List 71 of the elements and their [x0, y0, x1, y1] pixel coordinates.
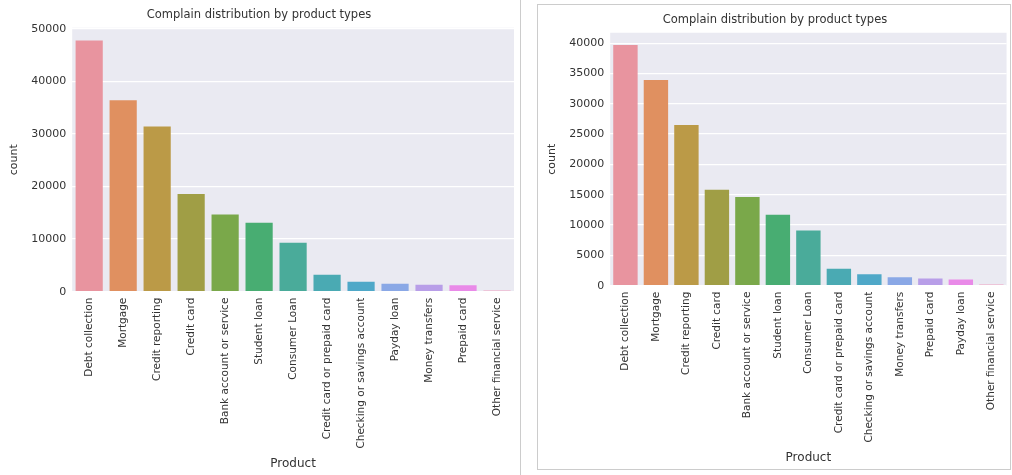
x-tick-label: Bank account or service [740, 291, 753, 419]
bar [735, 197, 760, 286]
x-tick-label: Student loan [770, 291, 783, 359]
bar [826, 268, 852, 286]
x-tick-label: Credit card or prepaid card [319, 297, 332, 440]
x-tick-label: Prepaid card [455, 297, 468, 364]
y-tick-label: 0 [59, 284, 67, 298]
x-tick-label: Other financial service [984, 291, 997, 411]
y-tick-label: 20000 [569, 157, 605, 171]
bar [643, 80, 669, 286]
y-tick-label: 35000 [569, 66, 605, 80]
x-tick-label: Credit reporting [679, 291, 692, 375]
x-tick-label: Checking or savings account [353, 297, 366, 449]
x-tick-label: Student loan [251, 297, 264, 365]
bar [765, 214, 791, 286]
bar [674, 124, 699, 286]
bar [381, 283, 409, 292]
y-tick-label: 10000 [569, 217, 605, 231]
chart-title: Complain distribution by product types [662, 11, 888, 26]
y-tick-label: 50000 [31, 21, 67, 35]
bar [143, 126, 171, 292]
x-tick-label: Payday loan [387, 297, 400, 362]
x-tick-label: Credit reporting [149, 297, 162, 381]
x-tick-label: Mortgage [648, 291, 661, 342]
bar [177, 193, 205, 292]
x-tick-label: Debt collection [618, 291, 631, 371]
bar [948, 279, 974, 286]
x-tick-label: Bank account or service [217, 297, 230, 425]
y-tick-label: 0 [597, 278, 605, 292]
bar [279, 242, 307, 292]
y-axis-title: count [7, 143, 21, 176]
x-tick-label: Prepaid card [923, 291, 936, 358]
y-tick-label: 5000 [576, 248, 605, 262]
bar [613, 44, 638, 286]
x-tick-label: Consumer Loan [801, 291, 814, 374]
bar [109, 100, 137, 292]
bar [211, 214, 239, 292]
x-tick-label: Checking or savings account [862, 291, 875, 443]
bar [796, 230, 821, 286]
x-tick-label: Credit card [183, 297, 196, 356]
bar [449, 285, 477, 292]
x-tick-label: Mortgage [115, 297, 128, 348]
x-tick-label: Payday loan [953, 291, 966, 356]
bar [347, 281, 375, 292]
x-axis-title: Product [270, 455, 317, 470]
bar [704, 189, 730, 286]
x-tick-label: Money transfers [421, 297, 434, 383]
x-tick-label: Debt collection [81, 297, 94, 377]
x-tick-label: Credit card or prepaid card [831, 291, 844, 434]
bar [857, 274, 882, 286]
y-axis-title: count [545, 143, 559, 175]
y-tick-label: 30000 [569, 96, 605, 110]
x-axis-title: Product [785, 449, 832, 464]
bar [415, 284, 443, 292]
y-tick-label: 25000 [569, 126, 605, 140]
y-tick-label: 40000 [31, 74, 67, 88]
bar [313, 274, 341, 292]
x-tick-label: Other financial service [489, 297, 502, 417]
x-tick-label: Credit card [709, 291, 722, 350]
bar [887, 277, 913, 286]
y-tick-label: 10000 [31, 231, 67, 245]
chart-title: Complain distribution by product types [146, 6, 372, 21]
bar [75, 40, 103, 292]
bar [918, 278, 943, 286]
x-tick-label: Money transfers [892, 291, 905, 377]
y-tick-label: 30000 [31, 126, 67, 140]
x-tick-label: Consumer Loan [285, 297, 298, 380]
bar [245, 222, 273, 292]
y-tick-label: 15000 [569, 187, 605, 201]
y-tick-label: 20000 [31, 179, 67, 193]
y-tick-label: 40000 [569, 35, 605, 49]
